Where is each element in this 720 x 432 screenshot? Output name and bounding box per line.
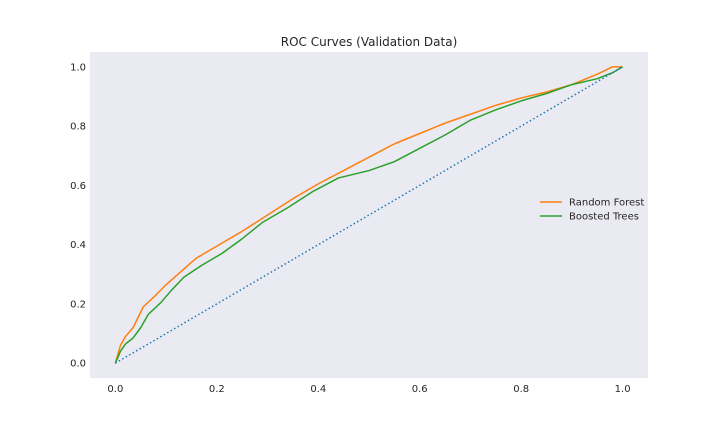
x-tick-label: 1.0 <box>615 384 631 395</box>
y-tick-label: 0.4 <box>70 240 86 251</box>
x-tick-label: 0.8 <box>513 384 529 395</box>
legend-label: Boosted Trees <box>569 212 639 223</box>
y-tick-label: 0.2 <box>70 299 86 310</box>
legend-label: Random Forest <box>569 198 644 209</box>
series-layer <box>114 66 624 364</box>
series-line-random-forest <box>114 66 623 364</box>
y-tick-label: 0.0 <box>70 359 86 370</box>
x-axis-ticks: 0.0 0.2 0.4 0.6 0.8 1.0 <box>107 384 630 395</box>
plot-area <box>90 52 648 378</box>
legend: Random Forest Boosted Trees <box>540 198 644 223</box>
x-tick-label: 0.4 <box>310 384 326 395</box>
y-tick-label: 1.0 <box>70 62 86 73</box>
x-tick-label: 0.2 <box>209 384 225 395</box>
y-tick-label: 0.6 <box>70 181 86 192</box>
y-axis-ticks: 0.0 0.2 0.4 0.6 0.8 1.0 <box>70 62 86 369</box>
x-tick-label: 0.6 <box>412 384 428 395</box>
x-tick-label: 0.0 <box>107 384 123 395</box>
y-tick-label: 0.8 <box>70 122 86 133</box>
series-line-boosted-trees <box>114 66 624 364</box>
chart-title: ROC Curves (Validation Data) <box>281 35 458 49</box>
